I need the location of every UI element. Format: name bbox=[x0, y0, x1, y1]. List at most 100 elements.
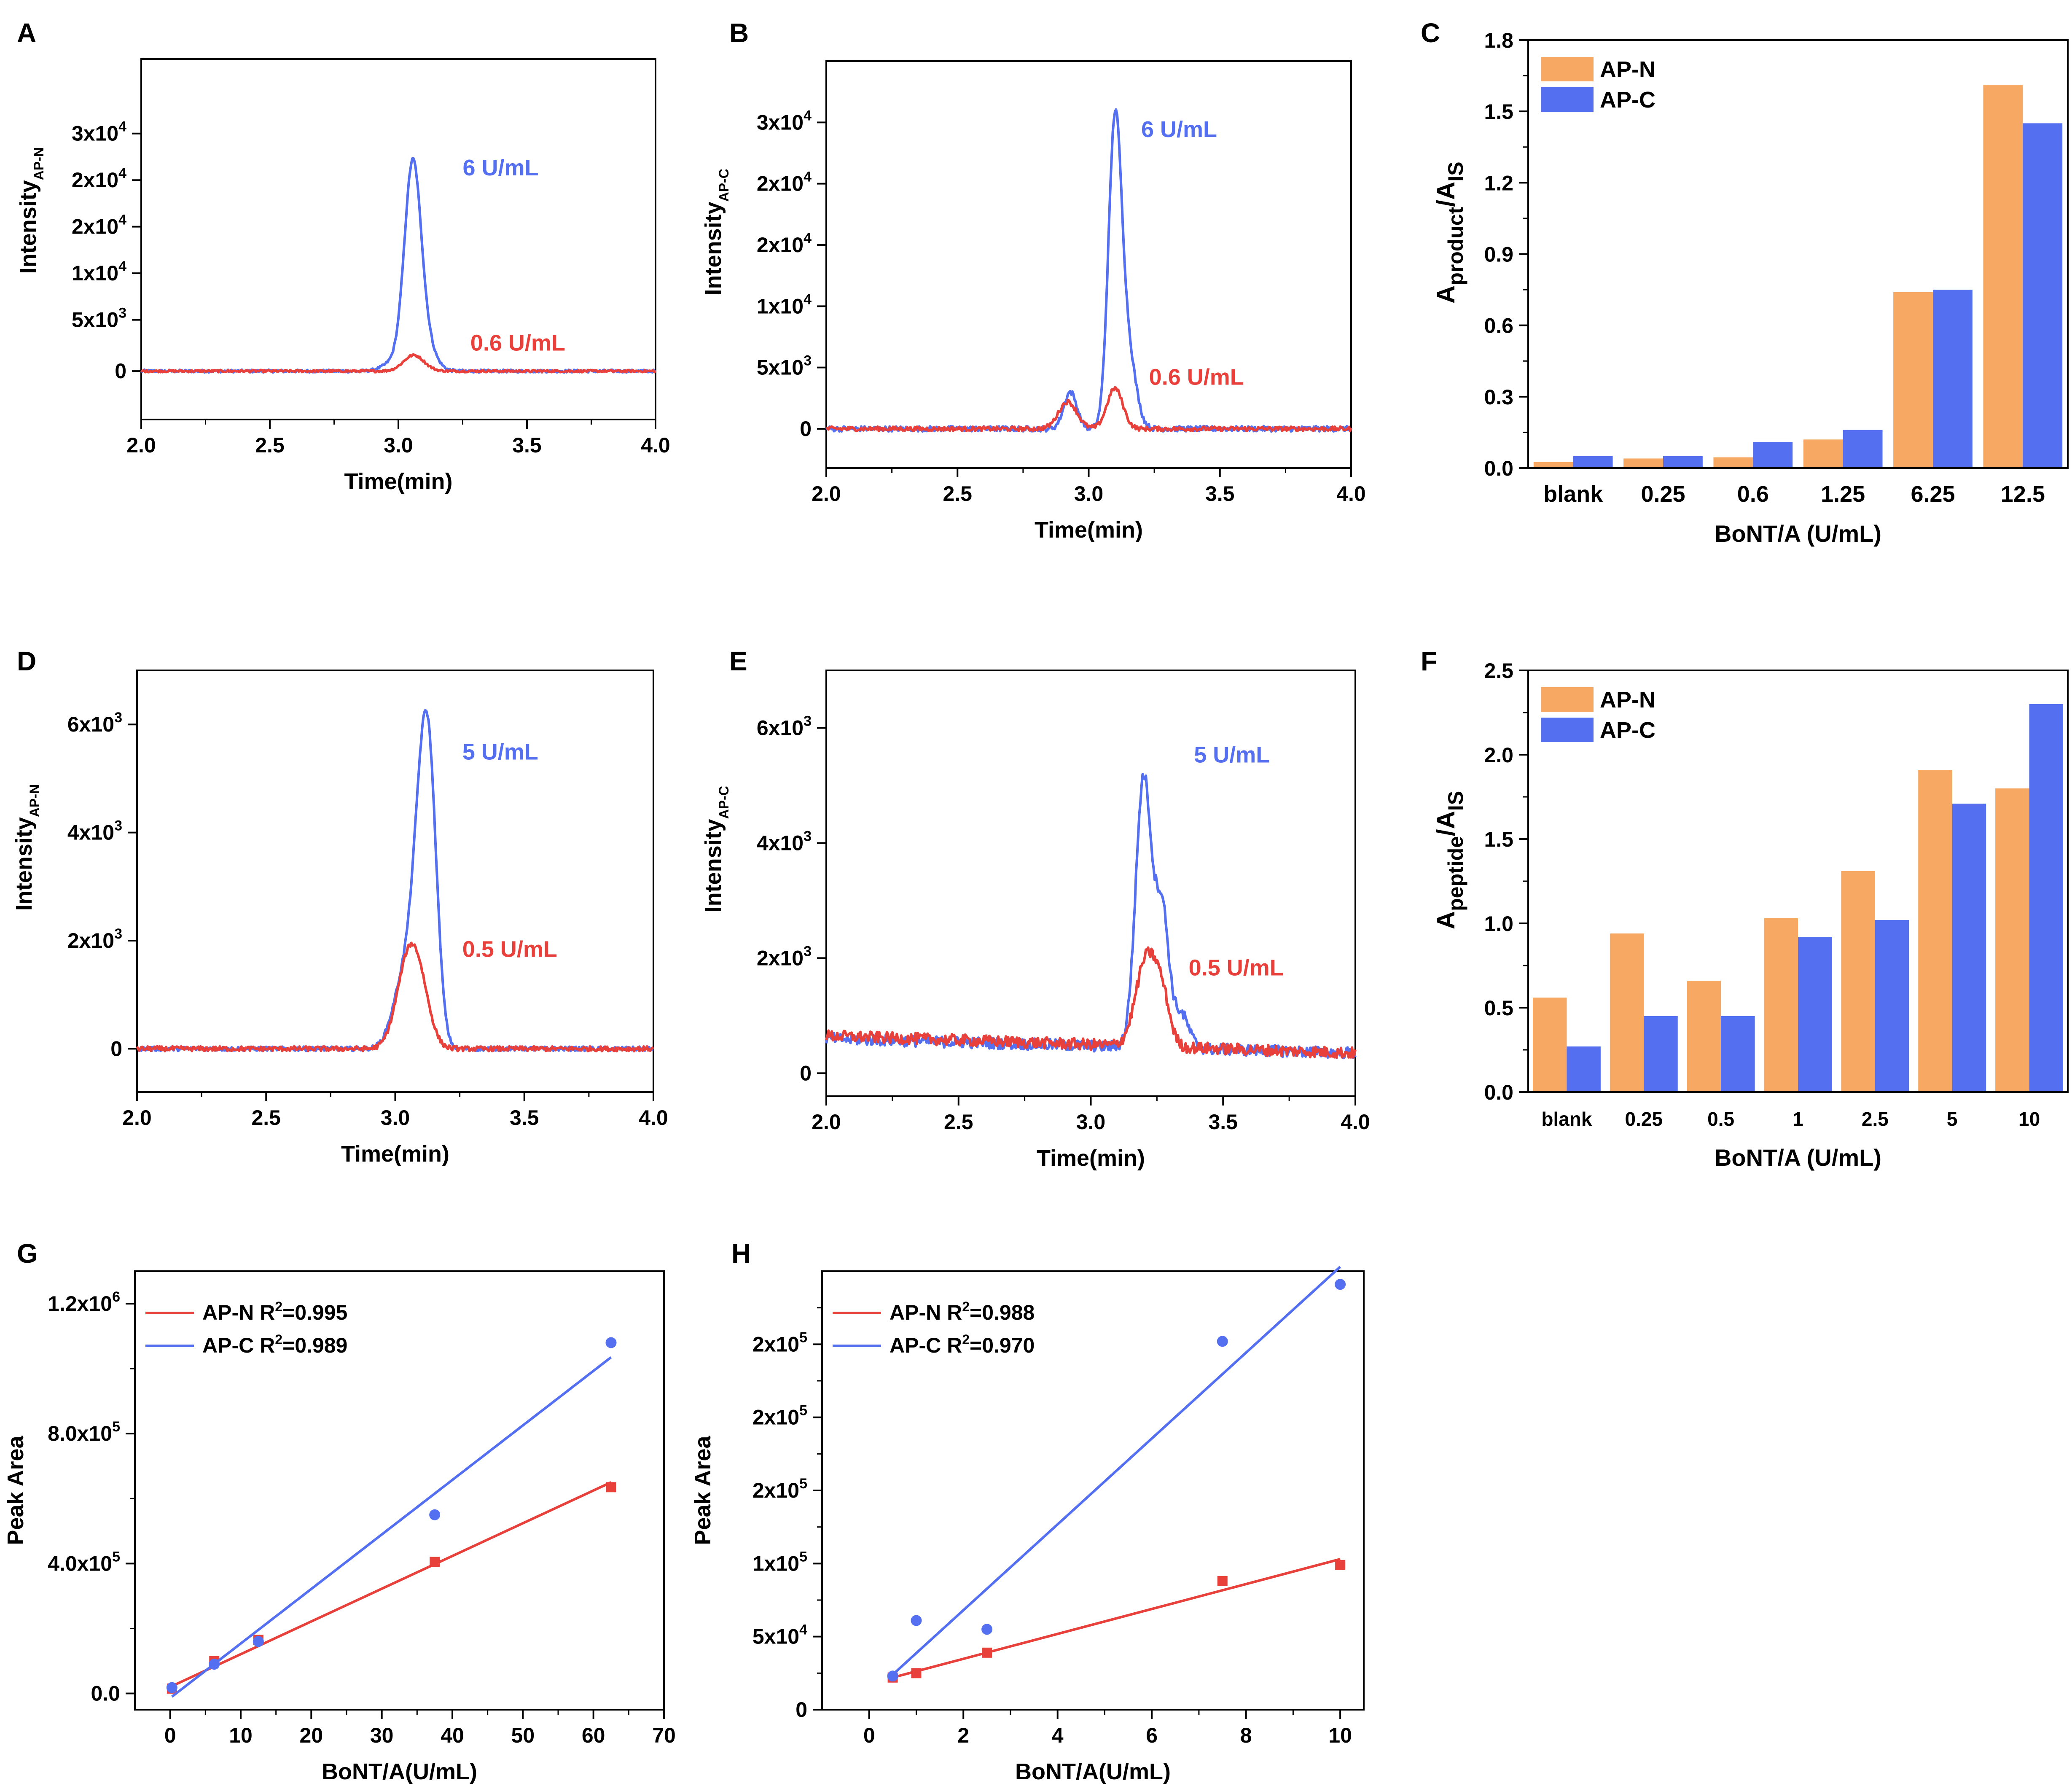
annotation-label: 0.5 U/mL bbox=[1189, 955, 1284, 980]
bar-ap-c-blank bbox=[1567, 1046, 1601, 1092]
data-point-ap-n bbox=[1217, 1576, 1228, 1586]
y-tick-label: 1.5 bbox=[1484, 100, 1513, 124]
x-tick-label: 30 bbox=[370, 1724, 394, 1747]
y-tick-label: 0.0 bbox=[1484, 1081, 1513, 1104]
y-tick-label: 1x104 bbox=[757, 291, 812, 318]
chart-A: 2.0 2.5 3.0 3.5 4.0 Time(min) 0 5x103 1x104 2x104… bbox=[16, 58, 670, 494]
bar-ap-n-2.5 bbox=[1841, 871, 1875, 1092]
y-axis-title: IntensityAP-N bbox=[11, 784, 42, 911]
data-point-ap-c bbox=[911, 1615, 922, 1626]
fit-line-ap-c bbox=[892, 1266, 1341, 1676]
bar-ap-c-blank bbox=[1573, 456, 1613, 468]
legend-swatch-ap-c bbox=[1541, 718, 1594, 742]
x-tick-label: 3.5 bbox=[512, 433, 542, 457]
y-tick-label: 0.0 bbox=[1484, 457, 1513, 480]
x-tick-label: 2.5 bbox=[944, 1110, 973, 1134]
panel-label-A: A bbox=[17, 18, 36, 48]
y-axis-title: Aproduct/AIS bbox=[1432, 161, 1467, 304]
x-tick-label: 0 bbox=[164, 1724, 176, 1747]
x-tick-label: 1.25 bbox=[1821, 481, 1865, 507]
bar-ap-n-5 bbox=[1918, 770, 1952, 1092]
y-tick-label: 2x104 bbox=[757, 230, 812, 257]
y-tick-label: 2x104 bbox=[72, 212, 126, 239]
series-line-0-6-u-ml bbox=[140, 353, 657, 374]
x-tick-label: 3.0 bbox=[1074, 482, 1104, 506]
legend-label: AP-C bbox=[1600, 718, 1655, 743]
y-tick-label: 3x104 bbox=[757, 108, 812, 134]
bar-ap-n-0.6 bbox=[1713, 457, 1753, 468]
data-point-ap-c bbox=[887, 1670, 898, 1682]
legend-label: AP-N R2=0.988 bbox=[890, 1299, 1035, 1324]
annotation-label: 5 U/mL bbox=[1194, 742, 1270, 767]
y-tick-label: 2x105 bbox=[752, 1329, 807, 1356]
legend-label: AP-N bbox=[1600, 687, 1655, 713]
y-tick-label: 1.2x106 bbox=[48, 1289, 120, 1315]
plot-frame bbox=[136, 670, 654, 1093]
y-tick-label: 2.0 bbox=[1484, 743, 1513, 767]
x-axis-title: BoNT/A (U/mL) bbox=[1715, 1144, 1881, 1171]
fit-line-ap-n bbox=[169, 1481, 612, 1688]
x-tick-label: 2.5 bbox=[1862, 1108, 1889, 1130]
x-tick-label: 0.6 bbox=[1737, 481, 1769, 507]
x-tick-label: 4.0 bbox=[641, 433, 670, 457]
y-tick-label: 2x103 bbox=[757, 943, 812, 970]
legend-label: AP-C bbox=[1600, 87, 1655, 113]
chart-G: 0 10 20 30 40 50 60 70 BoNT/A(U/mL) 0.0 4.0x105 8.0… bbox=[3, 1270, 676, 1784]
bar-ap-c-5 bbox=[1952, 804, 1986, 1092]
fit-line-ap-c bbox=[171, 1356, 612, 1698]
x-axis-title: BoNT/A(U/mL) bbox=[322, 1759, 477, 1784]
x-tick-label: 70 bbox=[652, 1724, 676, 1747]
legend-swatch-ap-n bbox=[1541, 57, 1594, 81]
y-tick-label: 5x103 bbox=[757, 353, 812, 379]
data-point-ap-n bbox=[606, 1482, 616, 1493]
y-tick-label: 4.0x105 bbox=[48, 1549, 120, 1575]
y-tick-label: 4x103 bbox=[67, 818, 122, 845]
x-tick-label: 2.0 bbox=[812, 1110, 841, 1134]
x-tick-label: 2.5 bbox=[251, 1106, 281, 1130]
y-tick-label: 8.0x105 bbox=[48, 1419, 120, 1445]
data-point-ap-n bbox=[982, 1647, 992, 1658]
x-tick-label: 2.0 bbox=[126, 433, 156, 457]
x-axis-title: Time(min) bbox=[341, 1141, 449, 1167]
y-tick-label: 0.3 bbox=[1484, 385, 1513, 409]
x-tick-label: 3.5 bbox=[1205, 482, 1235, 506]
legend-label: AP-N R2=0.995 bbox=[202, 1299, 347, 1324]
y-axis-title: IntensityAP-C bbox=[701, 169, 731, 295]
x-tick-label: 2.0 bbox=[122, 1106, 152, 1130]
data-point-ap-n bbox=[911, 1668, 922, 1678]
bar-ap-c-2.5 bbox=[1875, 920, 1909, 1092]
y-axis-title: IntensityAP-C bbox=[701, 786, 731, 912]
x-tick-label: 4.0 bbox=[639, 1106, 668, 1130]
series-line-5-u-ml bbox=[825, 773, 1357, 1060]
x-tick-label: 10 bbox=[1328, 1724, 1352, 1747]
x-tick-label: 50 bbox=[511, 1724, 535, 1747]
bar-ap-n-1 bbox=[1764, 918, 1798, 1092]
chart-D: 2.0 2.5 3.0 3.5 4.0 Time(min) 0 2x103 4x103 6x103… bbox=[11, 670, 668, 1167]
chart-C: blank 0.25 0.6 1.25 6.25 12.5 0.0 0.3 0.6 0.9 1.2 1… bbox=[1432, 29, 2069, 547]
y-tick-label: 6x103 bbox=[757, 713, 812, 740]
y-tick-label: 1.0 bbox=[1484, 912, 1513, 936]
x-tick-label: 3.0 bbox=[384, 433, 413, 457]
panel-label-G: G bbox=[17, 1238, 38, 1269]
panel-label-C: C bbox=[1421, 18, 1440, 48]
y-tick-label: 2x104 bbox=[757, 169, 812, 196]
bar-ap-c-0.25 bbox=[1644, 1016, 1678, 1092]
y-tick-label: 0.0 bbox=[91, 1681, 120, 1705]
legend-label: AP-N bbox=[1600, 57, 1655, 82]
panel-label-E: E bbox=[729, 646, 747, 676]
panel-label-F: F bbox=[1421, 646, 1437, 676]
x-tick-label: 1 bbox=[1793, 1108, 1803, 1130]
x-tick-label: 3.5 bbox=[510, 1106, 539, 1130]
x-tick-label: 40 bbox=[441, 1724, 464, 1747]
bar-ap-n-6.25 bbox=[1893, 292, 1933, 468]
y-tick-label: 5x104 bbox=[752, 1622, 807, 1649]
x-tick-label: 2.0 bbox=[812, 482, 841, 506]
bar-ap-c-6.25 bbox=[1933, 290, 1973, 468]
plot-frame bbox=[134, 1270, 665, 1711]
data-point-ap-c bbox=[605, 1337, 617, 1348]
x-tick-label: 10 bbox=[2018, 1108, 2040, 1130]
x-tick-label: 0.5 bbox=[1707, 1108, 1734, 1130]
x-axis-title: BoNT/A(U/mL) bbox=[1015, 1759, 1171, 1784]
y-axis-title: IntensityAP-N bbox=[16, 147, 46, 274]
